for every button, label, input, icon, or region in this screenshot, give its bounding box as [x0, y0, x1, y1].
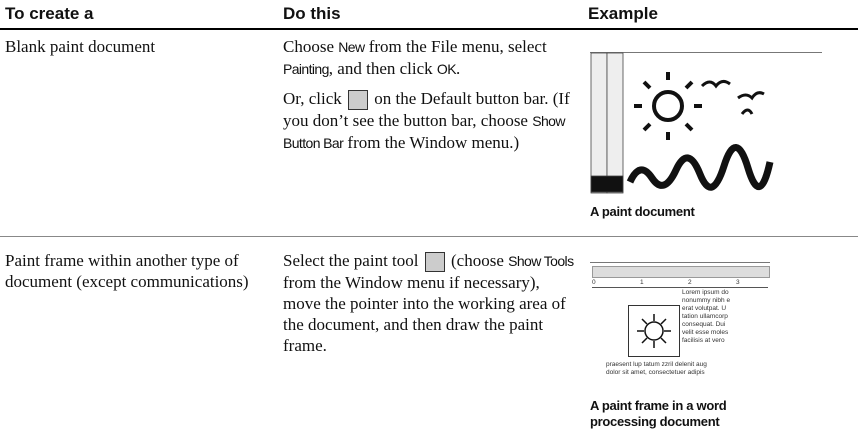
ui-term: Show Button Bar [283, 113, 565, 152]
text-line: erat volutpat. U [682, 305, 727, 312]
sun [634, 72, 702, 140]
paint-frame [628, 305, 680, 357]
column-header: To create a [5, 4, 94, 23]
text-line: dolor sit amet, consectetuer adipis [606, 369, 705, 376]
caption: A paint frame in a word processing docum… [590, 398, 727, 429]
text: Select the paint tool [283, 251, 423, 270]
text: from the File menu, select [364, 37, 547, 56]
step: Choose New from the File menu, select Pa… [283, 36, 575, 80]
text-line: Lorem ipsum do [682, 289, 729, 296]
ui-term: OK [436, 61, 457, 77]
text: from the Window menu.) [343, 133, 520, 153]
ruler-label: 1 [640, 279, 644, 286]
step: Select the paint tool (choose Show Tools… [283, 250, 575, 356]
sample-text: Lorem ipsum do nonummy nibh e erat volut… [682, 289, 770, 345]
text-line: velit esse moles [682, 329, 729, 336]
text-line: facilisis at vero [682, 337, 725, 344]
ui-term: Painting [283, 61, 329, 77]
caption: A paint document [590, 204, 695, 219]
word-processing-image: 0 1 2 3 Lorem ipsum do nonummy nibh e er… [590, 262, 770, 387]
text-line: praesent lup tatum zzril delenit aug [606, 361, 707, 368]
text: . [455, 59, 461, 78]
tool-palette [590, 52, 624, 194]
task: Blank paint document [5, 37, 156, 56]
ui-term: Show Tools [508, 253, 574, 269]
text: on the Default button bar. (If you don’t… [283, 89, 570, 131]
ruler-label: 3 [736, 279, 740, 286]
text: Choose [283, 37, 339, 56]
button-icon [348, 90, 369, 111]
task: Paint frame within another type of docum… [5, 251, 249, 291]
step: Or, click on the Default button bar. (If… [283, 88, 575, 154]
ruler-label: 2 [688, 279, 692, 286]
toolbar [592, 266, 770, 278]
text: Or, click [283, 89, 347, 108]
text: (choose [446, 251, 509, 270]
ruler: 0 1 2 3 [592, 279, 768, 288]
column-header: Example [588, 4, 658, 23]
text-line: tation ullamcorp [682, 313, 728, 320]
sun-sketch [637, 314, 671, 348]
ruler-label: 0 [592, 279, 596, 286]
waves [626, 144, 774, 191]
text: , and then click [328, 59, 437, 78]
tool-icon [424, 252, 445, 273]
row-rule [0, 236, 858, 237]
column-header: Do this [283, 4, 341, 23]
birds [700, 79, 765, 115]
sample-text: praesent lup tatum zzril delenit aug dol… [606, 361, 770, 377]
ui-term: New [338, 39, 365, 55]
steps: Select the paint tool (choose Show Tools… [283, 250, 575, 364]
text-line: consequat. Dui [682, 321, 726, 328]
steps: Choose New from the File menu, select Pa… [283, 36, 575, 162]
text-line: nonummy nibh e [682, 297, 731, 304]
text: from the Window menu if necessary), move… [283, 273, 566, 356]
paint-document-image [590, 52, 822, 194]
header-rule [0, 28, 858, 30]
